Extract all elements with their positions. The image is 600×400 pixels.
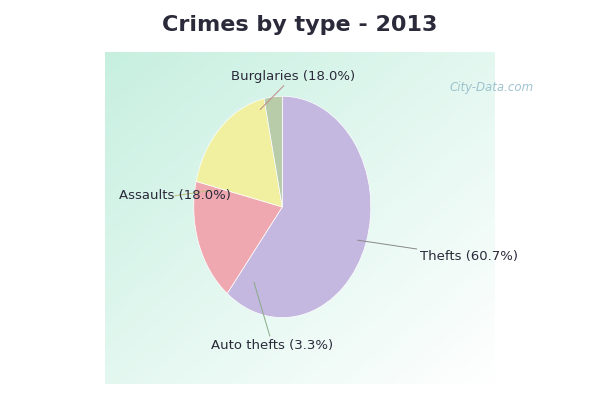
Wedge shape	[227, 96, 371, 318]
Wedge shape	[264, 96, 282, 207]
Text: Thefts (60.7%): Thefts (60.7%)	[358, 240, 518, 263]
Wedge shape	[196, 99, 282, 207]
Text: City-Data.com: City-Data.com	[450, 82, 534, 94]
Text: Burglaries (18.0%): Burglaries (18.0%)	[231, 70, 355, 110]
Text: Assaults (18.0%): Assaults (18.0%)	[119, 189, 230, 202]
Wedge shape	[194, 182, 282, 294]
Text: Auto thefts (3.3%): Auto thefts (3.3%)	[211, 282, 334, 352]
Text: Crimes by type - 2013: Crimes by type - 2013	[163, 15, 437, 35]
